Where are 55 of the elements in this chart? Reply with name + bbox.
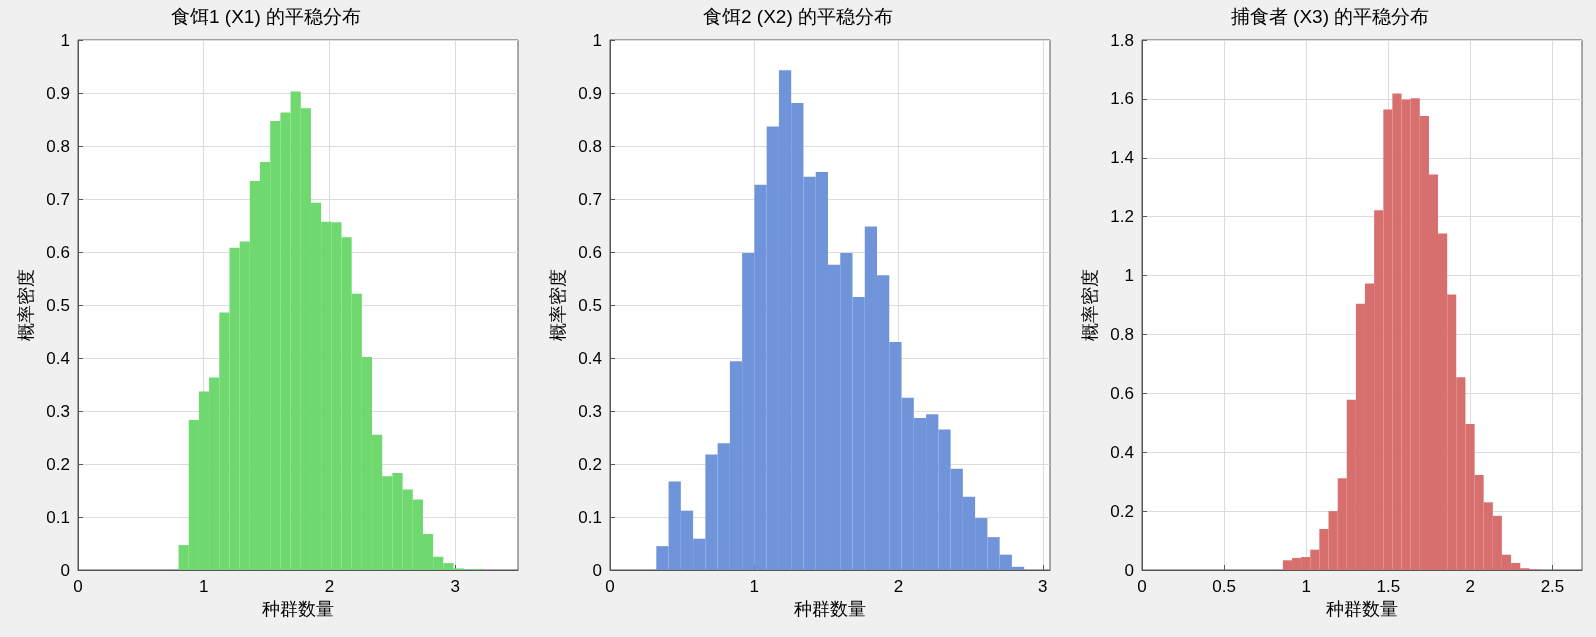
- y-axis-title: 概率密度: [548, 269, 569, 341]
- y-tick-label: 0.1: [578, 507, 602, 527]
- y-tick-label: 1.4: [1110, 148, 1134, 168]
- x-axis-title: 种群数量: [794, 599, 866, 619]
- y-tick-label: 0.6: [1110, 383, 1134, 403]
- y-tick-label: 1: [1124, 266, 1134, 286]
- y-tick-label: 0.2: [578, 454, 602, 474]
- y-tick-label: 0.3: [578, 401, 602, 421]
- y-tick-label: 0.7: [578, 189, 602, 209]
- y-tick-label: 0.6: [578, 242, 602, 262]
- x-tick-label: 1: [1301, 577, 1311, 596]
- y-tick-label: 0.8: [1110, 324, 1134, 344]
- y-tick-label: 1.8: [1110, 30, 1134, 50]
- y-axis-title: 概率密度: [1080, 269, 1101, 341]
- y-tick-label: 0.8: [578, 136, 602, 156]
- x-tick-label: 1.5: [1376, 577, 1401, 596]
- y-tick-label: 0.9: [46, 83, 70, 103]
- x-tick-label: 2: [893, 577, 904, 596]
- y-tick-label: 0.2: [1110, 501, 1134, 521]
- y-tick-label: 0.7: [46, 189, 70, 209]
- x-tick-label: 2: [324, 577, 335, 596]
- y-tick-label: 0.4: [1110, 442, 1134, 462]
- y-tick-label: 1.6: [1110, 89, 1134, 109]
- x-axis-title: 种群数量: [262, 599, 334, 619]
- x-tick-label: 3: [450, 577, 460, 596]
- y-tick-label: 0.4: [578, 348, 602, 368]
- y-tick-label: 1: [592, 30, 602, 50]
- y-tick-label: 0.5: [46, 295, 70, 315]
- x-tick-label: 0: [73, 577, 83, 596]
- y-tick-label: 0: [1124, 560, 1134, 580]
- x-tick-label: 3: [1038, 577, 1048, 596]
- y-tick-label: 1.2: [1110, 207, 1134, 227]
- y-tick-label: 0.4: [46, 348, 70, 368]
- x-tick-label: 0: [605, 577, 615, 596]
- x-tick-label: 0.5: [1212, 577, 1236, 596]
- y-tick-label: 1: [60, 30, 70, 50]
- y-tick-label: 0.6: [46, 242, 70, 262]
- y-tick-label: 0.9: [578, 83, 602, 103]
- chart-title: 食饵2 (X2) 的平稳分布: [702, 6, 894, 27]
- x-tick-label: 2: [1465, 577, 1476, 596]
- x-tick-label: 2.5: [1540, 577, 1565, 596]
- y-tick-label: 0: [592, 560, 602, 580]
- x-tick-label: 1: [749, 577, 759, 596]
- x-tick-label: 0: [1137, 577, 1147, 596]
- y-tick-label: 0.2: [46, 454, 70, 474]
- chart-title: 捕食者 (X3) 的平稳分布: [1230, 6, 1430, 27]
- x-axis-title: 种群数量: [1326, 599, 1398, 619]
- y-tick-label: 0.3: [46, 401, 70, 421]
- chart-title: 食饵1 (X1) 的平稳分布: [170, 6, 362, 27]
- y-tick-label: 0.8: [46, 136, 70, 156]
- y-axis-title: 概率密度: [16, 269, 37, 341]
- y-tick-label: 0.1: [46, 507, 70, 527]
- y-tick-label: 0.5: [578, 295, 602, 315]
- x-tick-label: 1: [198, 577, 209, 596]
- y-tick-label: 0: [60, 560, 70, 580]
